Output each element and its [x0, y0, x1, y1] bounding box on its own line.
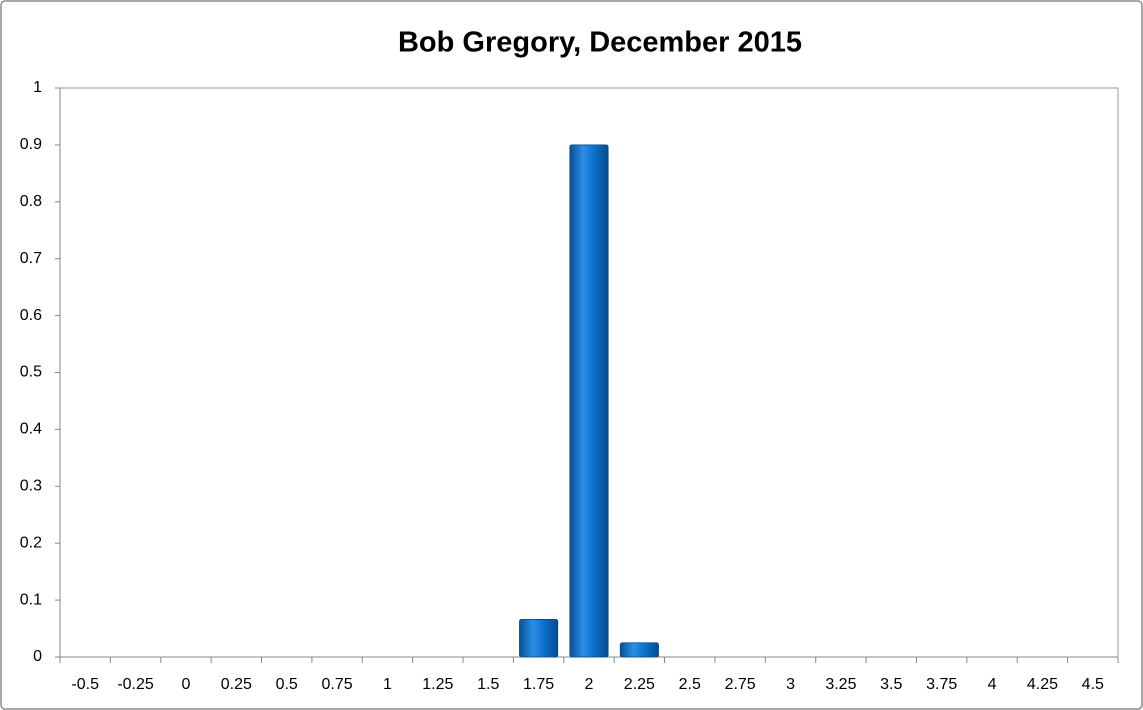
bar — [569, 144, 609, 658]
x-tick-label: 0 — [181, 676, 190, 693]
x-tick-label: 1 — [383, 676, 392, 693]
x-tick-label: 0.25 — [221, 676, 252, 693]
y-tick-label: 0.3 — [20, 478, 42, 495]
chart-title: Bob Gregory, December 2015 — [398, 27, 802, 59]
x-tick-label: 0.5 — [276, 676, 298, 693]
x-tick-label: 4.5 — [1082, 676, 1104, 693]
x-tick-label: 2 — [585, 676, 594, 693]
y-tick-label: 0.4 — [20, 421, 42, 438]
y-tick-label: 0.7 — [20, 250, 42, 267]
x-tick-label: 3.75 — [926, 676, 957, 693]
x-tick-label: 3 — [786, 676, 795, 693]
x-tick-label: 4.25 — [1027, 676, 1058, 693]
y-tick-label: 0.6 — [20, 307, 42, 324]
y-tick-label: 1 — [33, 79, 42, 96]
y-tick-label: 0 — [33, 648, 42, 665]
x-tick-label: 3.5 — [880, 676, 902, 693]
x-tick-label: 4 — [988, 676, 997, 693]
bar — [619, 642, 659, 658]
y-tick-label: 0.8 — [20, 193, 42, 210]
y-tick-label: 0.5 — [20, 364, 42, 381]
x-tick-label: 2.75 — [725, 676, 756, 693]
x-tick-label: -0.25 — [117, 676, 154, 693]
y-tick-label: 0.9 — [20, 136, 42, 153]
x-tick-label: 0.75 — [322, 676, 353, 693]
x-tick-label: 2.25 — [624, 676, 655, 693]
y-tick-label: 0.2 — [20, 534, 42, 551]
y-tick-label: 0.1 — [20, 591, 42, 608]
x-tick-label: 1.25 — [422, 676, 453, 693]
x-tick-label: -0.5 — [71, 676, 99, 693]
x-tick-label: 2.5 — [679, 676, 701, 693]
x-tick-label: 3.25 — [825, 676, 856, 693]
bar — [519, 619, 559, 658]
x-tick-label: 1.5 — [477, 676, 499, 693]
x-tick-label: 1.75 — [523, 676, 554, 693]
